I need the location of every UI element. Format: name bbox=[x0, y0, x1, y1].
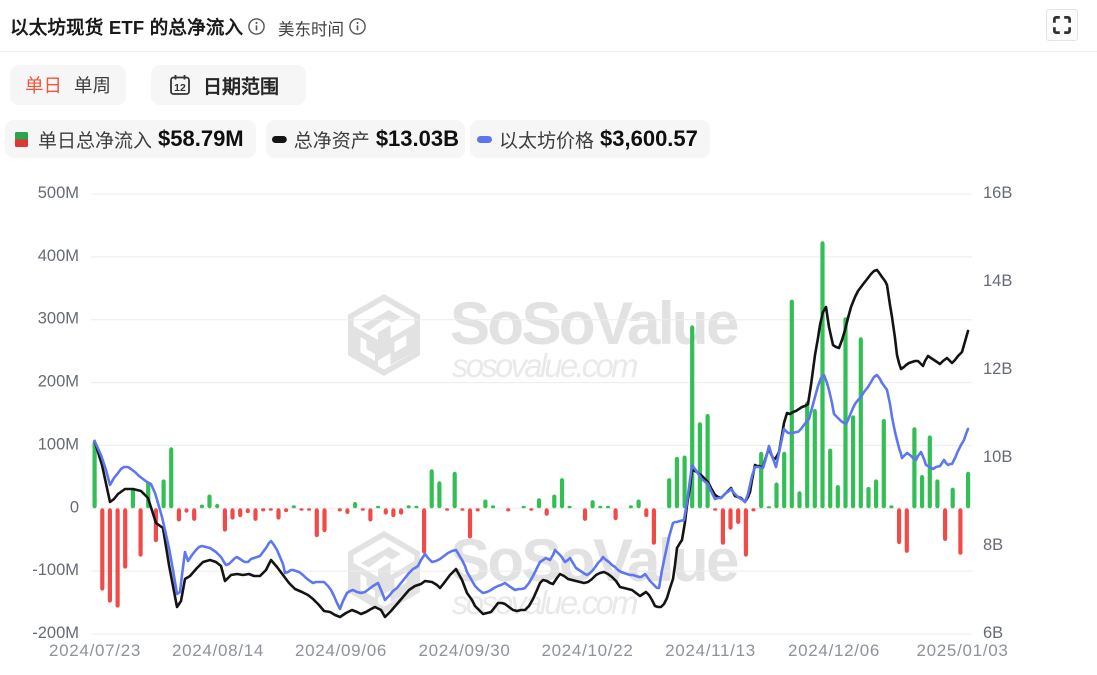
svg-text:2024/08/14: 2024/08/14 bbox=[172, 641, 264, 660]
svg-text:2024/12/06: 2024/12/06 bbox=[788, 641, 880, 660]
svg-text:SoSoValue: SoSoValue bbox=[450, 527, 738, 594]
svg-text:-200M: -200M bbox=[32, 624, 79, 642]
svg-text:-100M: -100M bbox=[32, 561, 79, 579]
svg-text:2024/11/13: 2024/11/13 bbox=[665, 641, 756, 660]
svg-text:12: 12 bbox=[174, 82, 186, 94]
svg-text:6B: 6B bbox=[983, 624, 1003, 642]
svg-text:2024/09/30: 2024/09/30 bbox=[418, 641, 510, 660]
svg-text:2024/07/23: 2024/07/23 bbox=[49, 641, 141, 660]
svg-text:10B: 10B bbox=[983, 448, 1012, 466]
svg-text:16B: 16B bbox=[983, 184, 1012, 202]
svg-text:2024/09/06: 2024/09/06 bbox=[295, 641, 387, 660]
svg-text:400M: 400M bbox=[38, 247, 79, 265]
svg-text:2025/01/03: 2025/01/03 bbox=[916, 641, 1008, 660]
svg-text:300M: 300M bbox=[38, 310, 79, 328]
svg-text:200M: 200M bbox=[38, 373, 79, 391]
svg-text:100M: 100M bbox=[38, 435, 79, 453]
svg-text:500M: 500M bbox=[38, 184, 79, 202]
svg-text:sosovalue.com: sosovalue.com bbox=[452, 347, 637, 384]
svg-text:8B: 8B bbox=[983, 536, 1003, 554]
svg-text:2024/10/22: 2024/10/22 bbox=[541, 641, 633, 660]
svg-text:0: 0 bbox=[70, 498, 79, 516]
svg-text:12B: 12B bbox=[983, 360, 1012, 378]
svg-text:14B: 14B bbox=[983, 272, 1012, 290]
